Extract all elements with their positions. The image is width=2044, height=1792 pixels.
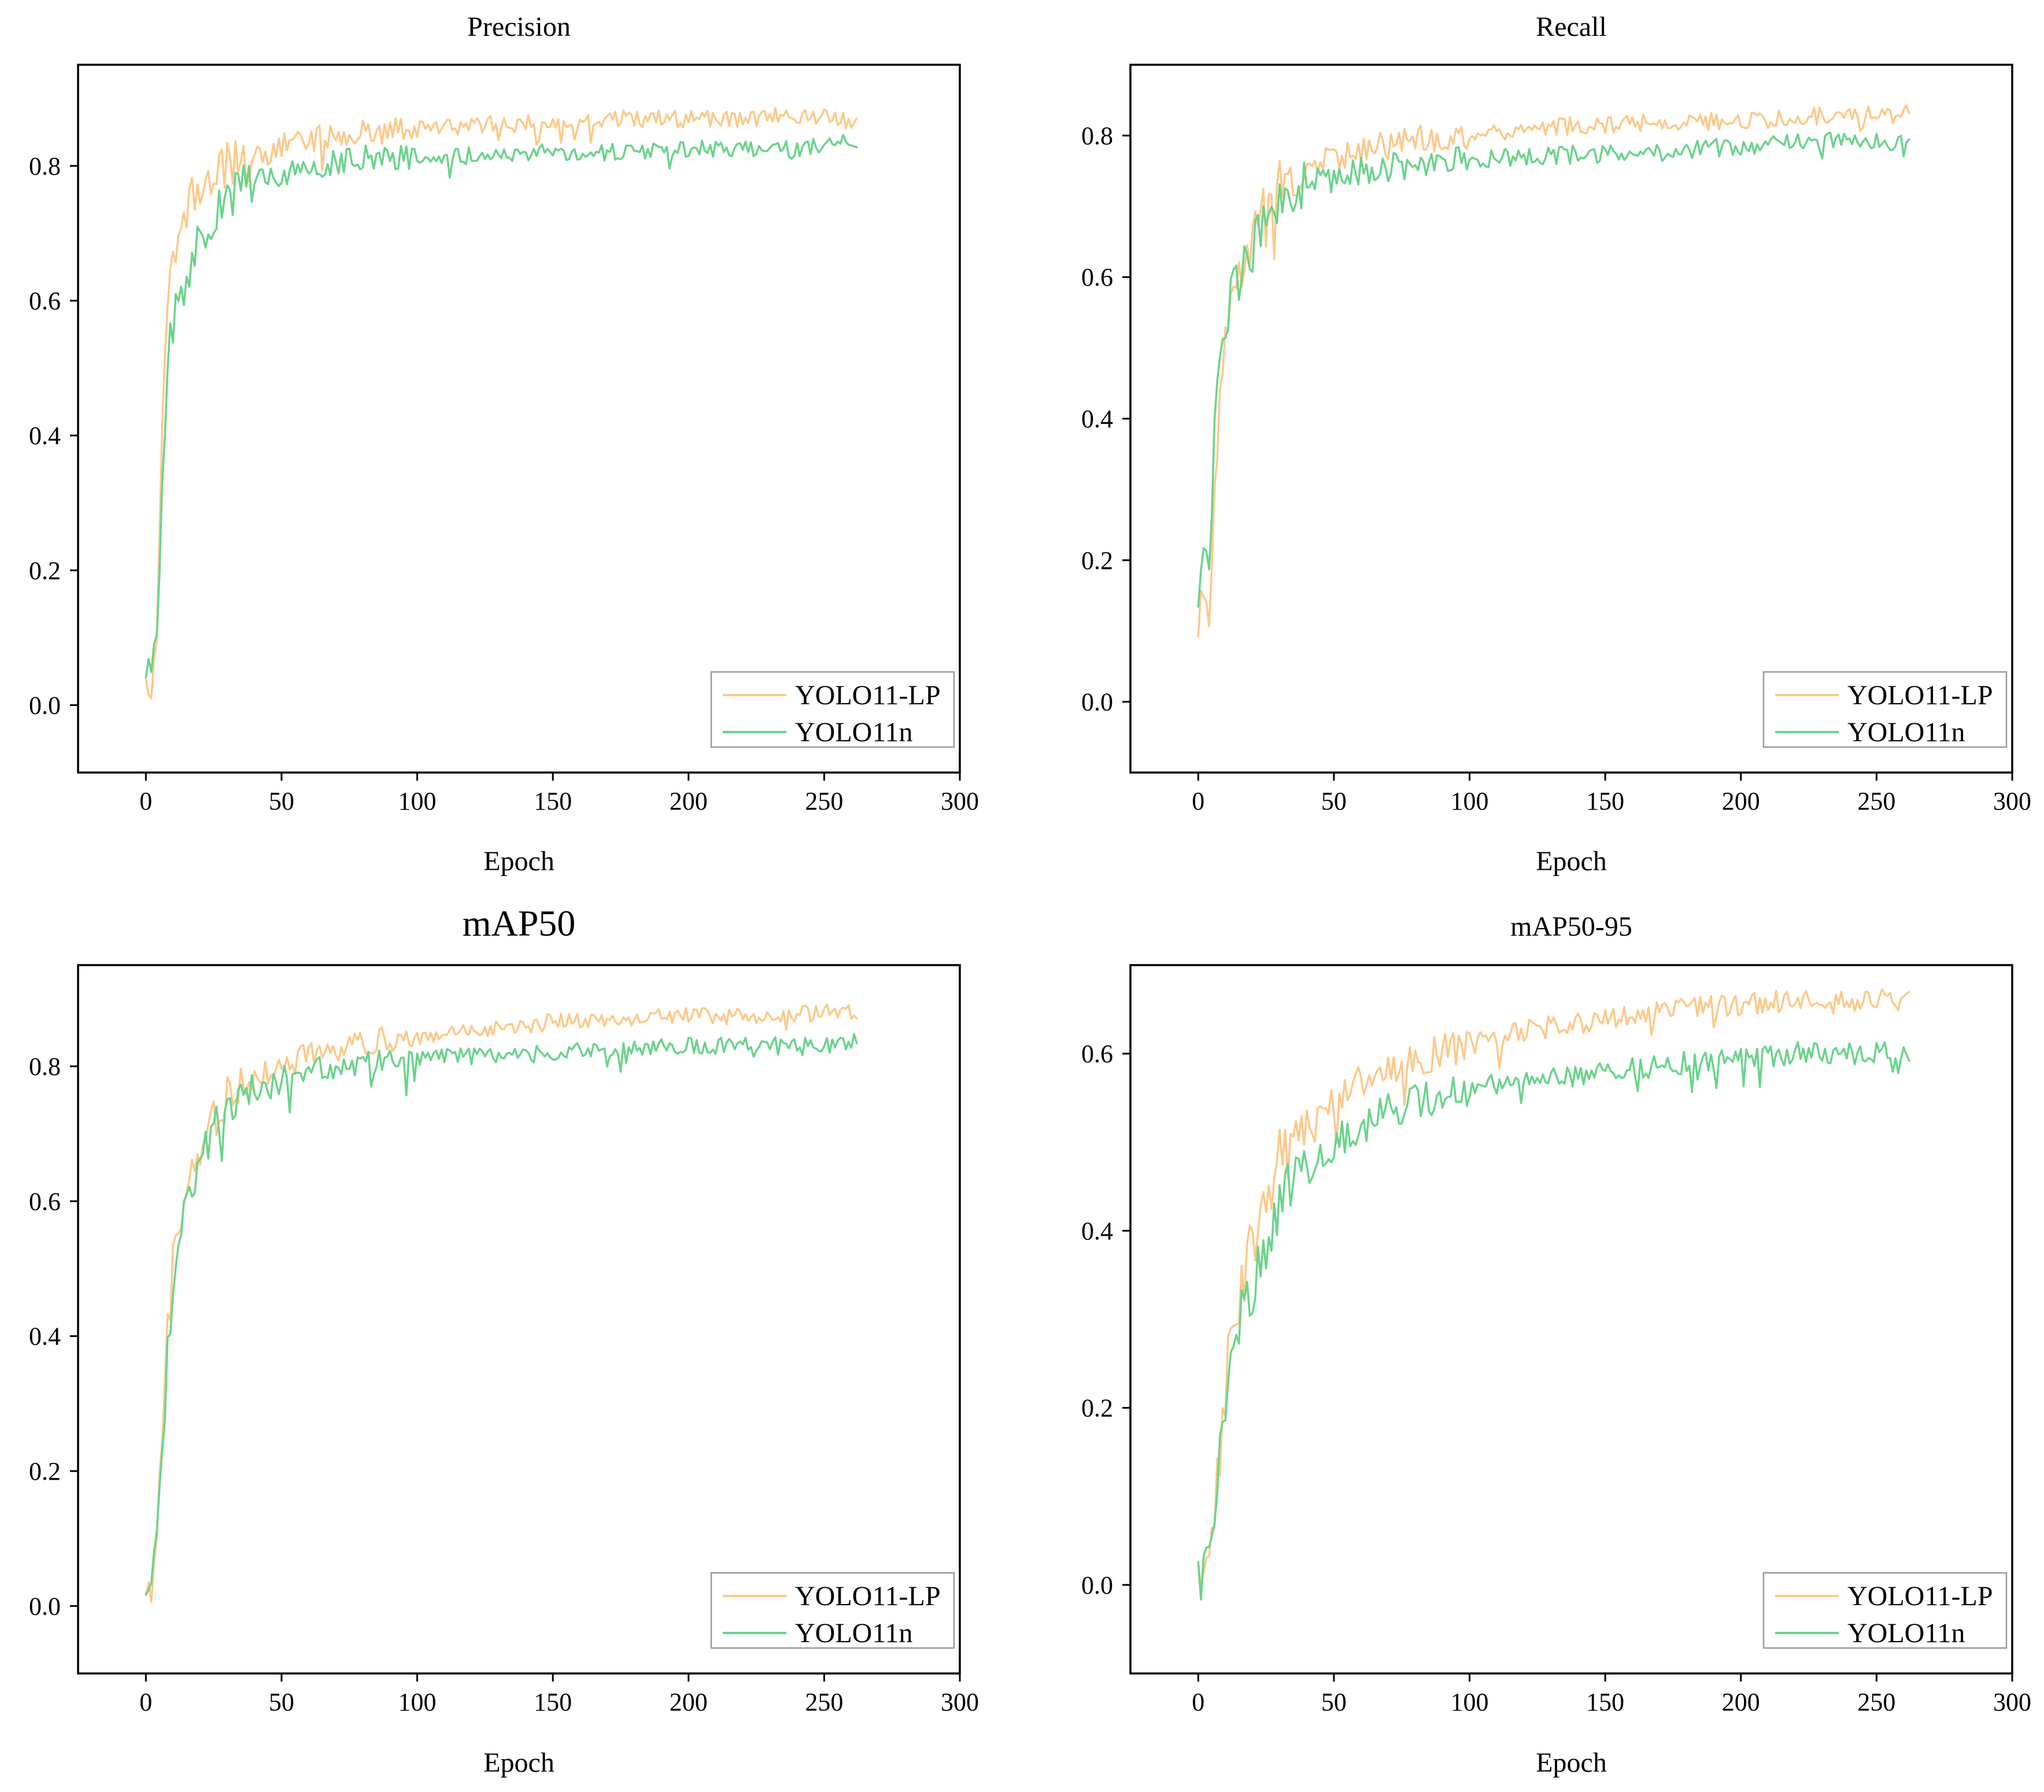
y-tick-label: 0.4 <box>1081 1217 1113 1245</box>
subplot-grid: Precision 0 50 100 150 200 250 300 0.0 0.2 0.4 0.6 0… <box>29 12 2031 1778</box>
x-tick-label: 300 <box>1993 1688 2031 1716</box>
x-tick-label: 250 <box>1857 1688 1895 1716</box>
legend-box <box>1762 671 2008 748</box>
x-tick-label: 0 <box>1192 787 1204 815</box>
chart-title: mAP50 <box>463 903 576 944</box>
y-tick-label: 0.4 <box>29 1322 61 1351</box>
x-tick-label: 100 <box>1451 1688 1489 1716</box>
y-tick-label: 0.2 <box>29 556 61 585</box>
x-tick-label: 100 <box>398 1688 437 1716</box>
y-tick-label: 0.8 <box>1081 121 1113 150</box>
y-tick-label: 0.2 <box>1081 546 1113 575</box>
x-tick-label: 200 <box>1722 1688 1760 1716</box>
legend-label: YOLO11-LP <box>1847 680 1993 711</box>
plot-frame <box>77 64 961 774</box>
y-tick-label: 0.6 <box>1081 263 1113 291</box>
legend: YOLO11-LP YOLO11n <box>1762 1572 2008 1649</box>
subplot-3: mAP50 0 50 100 150 200 250 300 0.0 0.2 0.4 0.6 0.8 Ep… <box>29 903 979 1778</box>
subplot-4: mAP50-95 0 50 100 150 200 250 300 0.0 0.2 0.4 0.6 Ep… <box>1081 911 2031 1778</box>
series-line-yolo11-lp <box>145 107 858 700</box>
x-tick-label: 50 <box>1321 1688 1347 1716</box>
x-tick-label: 300 <box>941 787 979 815</box>
legend-box <box>1762 1572 2008 1649</box>
y-tick-label: 0.0 <box>29 1592 61 1620</box>
x-tick-label: 50 <box>1321 787 1347 815</box>
series-line-yolo11n <box>145 134 858 679</box>
x-tick-label: 300 <box>941 1688 979 1716</box>
y-tick-label: 0.0 <box>1081 688 1113 716</box>
chart-title: mAP50-95 <box>1510 911 1632 942</box>
x-axis-label: Epoch <box>1536 846 1607 877</box>
y-tick-label: 0.2 <box>29 1457 61 1486</box>
legend: YOLO11-LP YOLO11n <box>710 671 955 748</box>
x-tick-label: 50 <box>269 1688 294 1716</box>
legend: YOLO11-LP YOLO11n <box>710 1572 955 1649</box>
chart-title: Precision <box>467 12 571 42</box>
x-tick-label: 300 <box>1993 787 2031 815</box>
legend-box <box>710 1572 955 1649</box>
y-tick-label: 0.0 <box>29 691 61 719</box>
series-line-yolo11n <box>1197 1041 1910 1601</box>
series-line-yolo11n <box>1197 131 1910 608</box>
legend-box <box>710 671 955 748</box>
y-tick-label: 0.2 <box>1081 1394 1113 1422</box>
legend: YOLO11-LP YOLO11n <box>1762 671 2008 748</box>
plot-frame <box>77 964 961 1675</box>
x-tick-label: 150 <box>1586 1688 1624 1716</box>
y-tick-label: 0.6 <box>1081 1040 1113 1068</box>
x-tick-label: 100 <box>1451 787 1489 815</box>
series-line-yolo11-lp <box>145 1003 858 1603</box>
x-tick-label: 250 <box>1857 787 1895 815</box>
legend-label: YOLO11n <box>1847 717 1965 748</box>
x-tick-label: 0 <box>139 787 152 815</box>
y-tick-label: 0.4 <box>1081 405 1113 433</box>
legend-label: YOLO11n <box>1847 1618 1965 1649</box>
x-tick-label: 150 <box>534 1688 572 1716</box>
x-tick-label: 50 <box>269 787 294 815</box>
y-tick-label: 0.0 <box>1081 1571 1113 1599</box>
plot-frame <box>1129 964 2013 1675</box>
x-tick-label: 150 <box>534 787 572 815</box>
x-axis-label: Epoch <box>483 846 555 877</box>
y-tick-label: 0.4 <box>29 422 61 450</box>
y-tick-label: 0.8 <box>29 152 61 180</box>
x-tick-label: 200 <box>670 787 708 815</box>
y-tick-label: 0.6 <box>29 287 61 315</box>
series-line-yolo11n <box>145 1033 858 1595</box>
x-axis-label: Epoch <box>1536 1747 1607 1778</box>
legend-label: YOLO11-LP <box>795 680 941 711</box>
x-tick-label: 150 <box>1586 787 1624 815</box>
x-tick-label: 200 <box>670 1688 708 1716</box>
legend-label: YOLO11n <box>795 717 913 748</box>
series-line-yolo11-lp <box>1197 988 1910 1586</box>
x-tick-label: 100 <box>398 787 437 815</box>
y-tick-label: 0.8 <box>29 1052 61 1081</box>
legend-label: YOLO11-LP <box>1847 1581 1993 1612</box>
x-tick-label: 0 <box>1192 1688 1204 1716</box>
subplot-1: Precision 0 50 100 150 200 250 300 0.0 0.2 0.4 0.6 0… <box>29 12 979 877</box>
legend-label: YOLO11-LP <box>795 1581 941 1612</box>
subplot-2: Recall 0 50 100 150 200 250 300 0.0 0.2 0.4 0.6 0.8 E… <box>1081 12 2031 877</box>
x-tick-label: 200 <box>1722 787 1760 815</box>
y-tick-label: 0.6 <box>29 1187 61 1215</box>
x-tick-label: 250 <box>805 787 843 815</box>
chart-title: Recall <box>1536 12 1607 42</box>
x-tick-label: 0 <box>139 1688 152 1716</box>
x-tick-label: 250 <box>805 1688 843 1716</box>
x-axis-label: Epoch <box>483 1747 555 1778</box>
legend-label: YOLO11n <box>795 1618 913 1649</box>
